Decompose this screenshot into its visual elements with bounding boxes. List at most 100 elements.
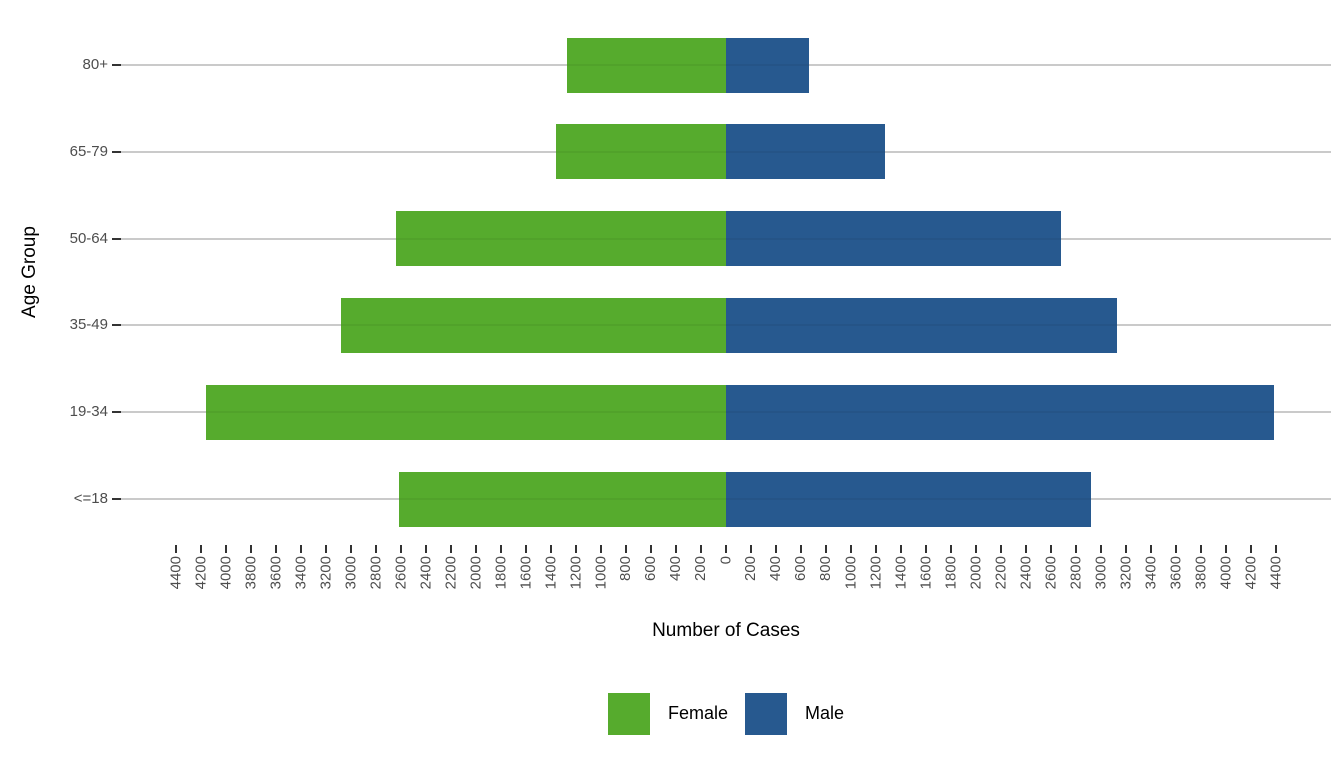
x-tick (925, 545, 927, 553)
bar-male-50-64 (726, 211, 1061, 267)
y-tick-label: 80+ (82, 56, 108, 73)
bar-male-<=18 (726, 471, 1091, 527)
legend-swatch-male (745, 692, 787, 735)
bar-male-80+ (726, 37, 809, 93)
x-tick (600, 545, 602, 553)
bar-female-80+ (567, 37, 726, 93)
x-tick-label: 4200 (192, 556, 210, 590)
x-tick-label: 4000 (1217, 556, 1235, 590)
x-tick (950, 545, 952, 553)
x-tick-label: 3000 (342, 556, 360, 590)
x-tick (1175, 545, 1177, 553)
x-tick-label: 600 (792, 556, 810, 582)
x-tick (725, 545, 727, 553)
x-tick (275, 545, 277, 553)
x-tick (350, 545, 352, 553)
x-tick-label: 1000 (592, 556, 610, 590)
y-tick (112, 498, 121, 500)
x-tick (850, 545, 852, 553)
x-tick (700, 545, 702, 553)
x-tick-label: 1800 (942, 556, 960, 590)
y-tick (112, 237, 121, 240)
legend-item-female: Female (607, 692, 728, 735)
x-tick (250, 545, 252, 553)
x-tick (175, 545, 177, 553)
x-tick (325, 545, 327, 553)
y-tick-label: 65-79 (69, 142, 108, 160)
x-tick-label: 1600 (917, 556, 935, 590)
y-tick-label: 19-34 (69, 403, 108, 421)
bar-female-19-34 (206, 384, 726, 440)
x-tick-label: 1200 (867, 556, 885, 590)
y-tick (112, 411, 121, 414)
x-tick-label: 400 (767, 556, 785, 582)
x-tick-label: 800 (817, 556, 835, 582)
x-tick-label: 600 (642, 556, 660, 582)
x-tick-label: 3200 (1117, 556, 1135, 590)
x-tick (650, 545, 652, 553)
x-tick-label: 4200 (1242, 556, 1260, 590)
x-tick-label: 200 (692, 556, 710, 582)
x-tick-label: 2000 (467, 556, 485, 590)
x-tick-label: 200 (742, 556, 760, 582)
bar-female-<=18 (398, 471, 726, 527)
y-tick (112, 324, 121, 327)
bar-female-50-64 (396, 211, 726, 267)
x-tick (200, 545, 202, 553)
x-tick-label: 1200 (567, 556, 585, 590)
x-tick-label: 0 (717, 556, 735, 565)
x-tick (1250, 545, 1252, 553)
x-tick-label: 3600 (1167, 556, 1185, 590)
x-tick (775, 545, 777, 553)
x-tick (625, 545, 627, 553)
x-tick (1075, 545, 1077, 553)
x-tick-label: 3600 (267, 556, 285, 590)
x-tick (1025, 545, 1027, 553)
x-tick (675, 545, 677, 553)
x-tick (1100, 545, 1102, 553)
x-tick (375, 545, 377, 553)
x-tick-label: 1400 (542, 556, 560, 590)
x-tick (800, 545, 802, 553)
x-tick (1200, 545, 1202, 553)
legend-label-male: Male (805, 703, 845, 723)
x-tick (875, 545, 877, 553)
x-tick (225, 545, 227, 553)
legend-label-female: Female (667, 703, 728, 723)
x-tick-label: 800 (617, 556, 635, 582)
legend-swatch-female (607, 692, 650, 735)
x-tick (475, 545, 477, 553)
x-tick (1125, 545, 1127, 553)
x-tick-label: 3200 (317, 556, 335, 590)
plot-panel (121, 13, 1331, 545)
bar-male-19-34 (726, 384, 1274, 440)
x-tick-label: 3800 (1192, 556, 1210, 590)
x-tick (825, 545, 827, 553)
gridline-overlay (121, 411, 1331, 414)
x-tick-label: 2800 (1067, 556, 1085, 590)
x-tick-label: 4000 (217, 556, 235, 590)
legend: Female Male (121, 692, 1331, 735)
bar-male-35-49 (726, 297, 1118, 353)
x-tick (550, 545, 552, 553)
x-tick-label: 1600 (517, 556, 535, 590)
x-tick-label: 2600 (392, 556, 410, 590)
x-tick-label: 3000 (1092, 556, 1110, 590)
gridline-overlay (121, 150, 1331, 153)
x-tick (1050, 545, 1052, 553)
x-tick-label: 2000 (967, 556, 985, 590)
y-tick-label: <=18 (73, 490, 108, 507)
x-tick (750, 545, 752, 553)
x-tick (450, 545, 452, 553)
x-tick (1000, 545, 1002, 553)
x-tick-label: 1800 (492, 556, 510, 590)
x-tick (1275, 545, 1277, 553)
x-tick-label: 1400 (892, 556, 910, 590)
x-tick (1225, 545, 1227, 553)
x-tick-label: 4400 (1267, 556, 1285, 590)
x-tick (400, 545, 402, 553)
x-tick-label: 3800 (242, 556, 260, 590)
x-tick-label: 4400 (167, 556, 185, 590)
y-tick (112, 64, 121, 66)
